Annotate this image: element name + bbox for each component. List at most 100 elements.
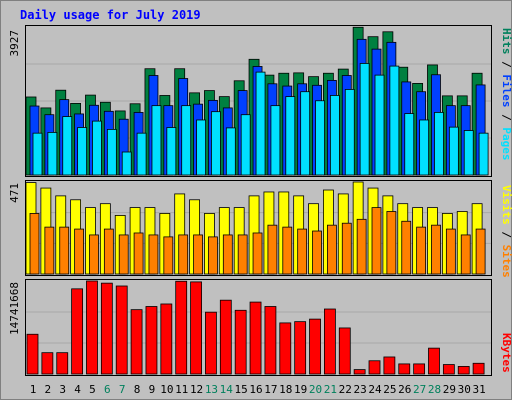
legend-visits-sites: Visits / Sites (500, 185, 512, 278)
legend-kbytes-group: KBytes (500, 333, 512, 373)
bar-sites-day-7 (118, 234, 129, 275)
bar-pages-day-18 (285, 96, 296, 176)
bar-sites-day-21 (326, 224, 337, 275)
x-label-day-8: 8 (134, 383, 141, 396)
bar-pages-day-5 (92, 120, 102, 176)
bar-pages-day-4 (77, 127, 88, 176)
bar-kbytes-day-3 (56, 352, 69, 375)
bar-sites-day-24 (371, 207, 382, 275)
bar-sites-day-2 (44, 226, 55, 275)
bar-sites-day-16 (252, 232, 263, 275)
bar-pages-day-14 (225, 127, 236, 176)
bar-pages-day-13 (211, 111, 221, 176)
legend-files: Files (500, 74, 512, 107)
bar-pages-day-12 (196, 119, 206, 176)
bar-kbytes-day-11 (175, 280, 188, 375)
bar-sites-day-12 (193, 234, 203, 275)
x-label-day-1: 1 (30, 383, 37, 396)
x-label-day-7: 7 (119, 383, 126, 396)
x-label-day-13: 13 (205, 383, 218, 396)
x-label-day-15: 15 (235, 383, 248, 396)
x-label-day-16: 16 (249, 383, 262, 396)
bar-kbytes-day-6 (100, 282, 113, 375)
bar-pages-day-17 (270, 105, 281, 176)
panel-kbytes-max-label: 14741668 (8, 282, 21, 335)
bar-sites-day-29 (445, 228, 456, 275)
legend-kbytes: KBytes (500, 333, 512, 373)
bar-pages-day-25 (389, 65, 400, 176)
bar-kbytes-day-30 (457, 366, 470, 375)
bar-kbytes-day-28 (428, 347, 440, 375)
bar-pages-day-3 (62, 116, 73, 176)
bar-kbytes-day-29 (442, 364, 455, 375)
x-label-day-25: 25 (383, 383, 396, 396)
bar-kbytes-day-10 (160, 303, 173, 375)
bar-sites-day-10 (163, 236, 174, 275)
x-label-day-17: 17 (264, 383, 277, 396)
x-label-day-18: 18 (279, 383, 292, 396)
bar-pages-day-27 (419, 119, 430, 176)
chart-title: Daily usage for July 2019 (20, 8, 201, 22)
legend-hits-files-pages: Hits / Files / Pages (500, 28, 512, 161)
legend-hits: Hits (500, 28, 512, 55)
bar-sites-day-30 (460, 234, 471, 275)
bar-kbytes-day-21 (323, 308, 336, 375)
bar-kbytes-day-24 (368, 360, 381, 375)
bar-pages-day-21 (329, 95, 340, 176)
bar-pages-day-7 (121, 151, 132, 176)
x-label-day-23: 23 (354, 383, 367, 396)
x-label-day-3: 3 (59, 383, 66, 396)
bar-kbytes-day-7 (115, 285, 128, 375)
bar-pages-day-29 (448, 126, 459, 176)
bar-sites-day-17 (267, 224, 278, 275)
x-label-day-19: 19 (294, 383, 307, 396)
bar-kbytes-day-18 (279, 322, 292, 375)
bar-sites-day-9 (148, 234, 159, 275)
bar-pages-day-23 (359, 63, 370, 176)
bar-pages-day-15 (240, 114, 251, 176)
x-label-day-10: 10 (160, 383, 173, 396)
bar-kbytes-day-5 (86, 280, 98, 375)
bar-sites-day-20 (312, 230, 322, 275)
bar-pages-day-28 (434, 112, 444, 176)
bar-sites-day-3 (59, 226, 70, 275)
bar-kbytes-day-14 (219, 299, 232, 375)
bar-kbytes-day-9 (145, 306, 158, 375)
bar-sites-day-8 (133, 232, 144, 275)
bar-pages-day-6 (106, 128, 117, 176)
bar-kbytes-day-4 (71, 288, 84, 375)
bar-sites-day-22 (341, 222, 352, 275)
x-label-day-4: 4 (74, 383, 81, 396)
bar-pages-day-31 (478, 132, 489, 176)
bar-sites-day-13 (208, 236, 218, 275)
bar-kbytes-day-13 (205, 311, 217, 375)
bar-pages-day-16 (255, 71, 266, 176)
bar-sites-day-18 (282, 226, 293, 275)
x-label-day-11: 11 (175, 383, 188, 396)
bar-kbytes-day-25 (383, 356, 396, 375)
bar-sites-day-15 (237, 234, 248, 275)
x-label-day-24: 24 (368, 383, 382, 396)
bar-sites-day-19 (297, 228, 308, 275)
x-label-day-6: 6 (104, 383, 111, 396)
bar-pages-day-1 (32, 132, 43, 176)
bar-sites-day-1 (29, 213, 40, 275)
legend-pages: Pages (500, 127, 512, 160)
bar-kbytes-day-12 (190, 281, 202, 375)
svg-text:Visits / Sites: Visits / Sites (500, 185, 512, 278)
bar-kbytes-day-1 (26, 333, 39, 375)
panel-visits-max-label: 471 (8, 183, 21, 203)
bar-pages-day-19 (300, 91, 311, 176)
bar-pages-day-10 (166, 127, 177, 176)
x-label-day-12: 12 (190, 383, 203, 396)
bar-sites-day-11 (178, 234, 189, 275)
bar-sites-day-31 (475, 228, 486, 275)
bar-kbytes-day-2 (41, 352, 54, 375)
bar-kbytes-day-27 (413, 363, 426, 375)
x-label-day-31: 31 (472, 383, 485, 396)
bars-group (25, 26, 489, 375)
bar-pages-day-26 (404, 113, 415, 176)
bar-kbytes-day-20 (309, 318, 321, 375)
svg-text:Hits / Files / Pages: Hits / Files / Pages (500, 28, 512, 161)
bar-pages-day-20 (315, 100, 325, 176)
